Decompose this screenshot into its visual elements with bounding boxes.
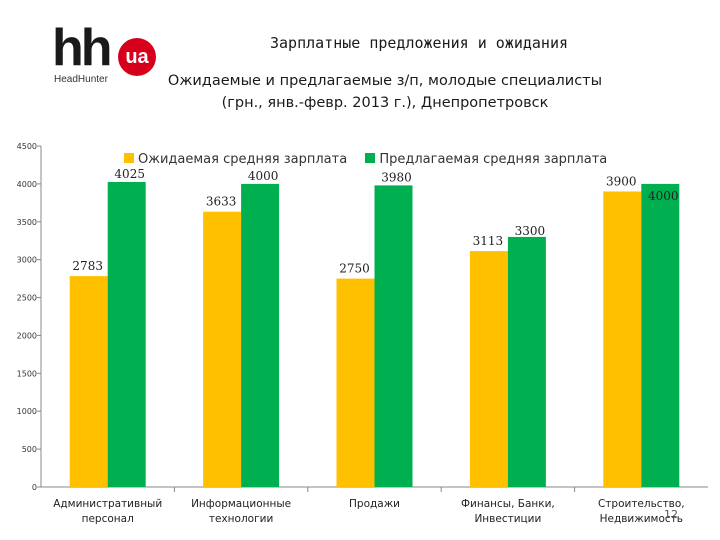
chart-data-labels: 2783 4025 3633 4000 2750 3980 3113 3300 3900 4000 bbox=[72, 167, 678, 276]
bar-offered-0 bbox=[107, 181, 146, 487]
logo-ua-badge: ua bbox=[118, 38, 156, 76]
chart-bars bbox=[69, 181, 680, 487]
category-label-1: Информационные bbox=[191, 498, 291, 510]
data-label-offered-2: 3980 bbox=[381, 170, 412, 184]
legend-swatch-expected bbox=[124, 153, 134, 163]
data-label-offered-1: 4000 bbox=[248, 169, 279, 183]
category-label-3: Финансы, Банки, bbox=[461, 498, 555, 510]
chart-axes: 0 500 1000 1500 2000 2500 3000 3500 4000 4500 bbox=[17, 142, 708, 492]
bar-offered-2 bbox=[374, 185, 413, 487]
subtitle-line-2: (грн., янв.-февр. 2013 г.), Днепропетров… bbox=[221, 95, 549, 111]
bar-offered-3 bbox=[507, 236, 546, 487]
logo-name: HeadHunter bbox=[54, 74, 108, 85]
category-label-4: Строительство, bbox=[598, 498, 685, 510]
y-tick-label: 1000 bbox=[17, 407, 37, 416]
bar-expected-1 bbox=[203, 211, 242, 487]
y-tick-label: 4500 bbox=[17, 142, 37, 151]
data-label-expected-4: 3900 bbox=[606, 174, 637, 188]
subtitle-line-1: Ожидаемые и предлагаемые з/п, молодые сп… bbox=[167, 73, 603, 89]
category-label-4: Недвижимость bbox=[600, 513, 683, 525]
bar-offered-1 bbox=[241, 183, 280, 487]
y-tick-label: 3500 bbox=[17, 218, 37, 227]
data-label-offered-0: 4025 bbox=[114, 167, 145, 181]
y-tick-label: 500 bbox=[22, 445, 37, 454]
category-label-2: Продажи bbox=[349, 498, 400, 510]
category-label-0: персонал bbox=[82, 513, 134, 525]
headhunter-logo: hh ua HeadHunter bbox=[52, 19, 162, 94]
bar-expected-2 bbox=[336, 278, 375, 487]
legend-item-offered: Предлагаемая средняя зарплата bbox=[365, 152, 607, 167]
chart-subtitle: Ожидаемые и предлагаемые з/п, молодые сп… bbox=[150, 70, 620, 114]
y-tick-label: 4000 bbox=[17, 180, 37, 189]
data-label-offered-3: 3300 bbox=[515, 224, 546, 238]
bar-expected-3 bbox=[469, 251, 508, 487]
y-tick-label: 1500 bbox=[17, 369, 37, 378]
legend-label-expected: Ожидаемая средняя зарплата bbox=[138, 152, 348, 167]
bar-expected-0 bbox=[69, 276, 108, 487]
data-label-expected-3: 3113 bbox=[473, 234, 504, 248]
y-tick-label: 3000 bbox=[17, 256, 37, 265]
chart-legend: Ожидаемая средняя зарплата Предлагаемая … bbox=[124, 152, 607, 167]
y-tick-label: 2000 bbox=[17, 331, 37, 340]
y-tick-label: 2500 bbox=[17, 294, 37, 303]
page-title: Зарплатные предложения и ожидания bbox=[270, 34, 569, 52]
category-label-0: Административный bbox=[53, 498, 162, 510]
category-label-3: Инвестиции bbox=[474, 513, 541, 525]
bar-expected-4 bbox=[603, 191, 642, 487]
legend-swatch-offered bbox=[365, 153, 376, 163]
y-tick-label: 0 bbox=[32, 483, 37, 492]
legend-label-offered: Предлагаемая средняя зарплата bbox=[379, 152, 608, 167]
bar-offered-4 bbox=[641, 183, 680, 487]
legend-item-expected: Ожидаемая средняя зарплата bbox=[124, 152, 351, 167]
data-label-offered-4: 4000 bbox=[648, 189, 679, 203]
data-label-expected-1: 3633 bbox=[206, 195, 237, 209]
category-label-1: технологии bbox=[209, 513, 273, 525]
data-label-expected-0: 2783 bbox=[72, 259, 103, 273]
logo-hh-text: hh bbox=[52, 19, 113, 77]
slide-number: 12 bbox=[664, 508, 678, 521]
data-label-expected-2: 2750 bbox=[339, 262, 370, 276]
chart-category-labels: Административный персонал Информационные те… bbox=[53, 498, 684, 525]
